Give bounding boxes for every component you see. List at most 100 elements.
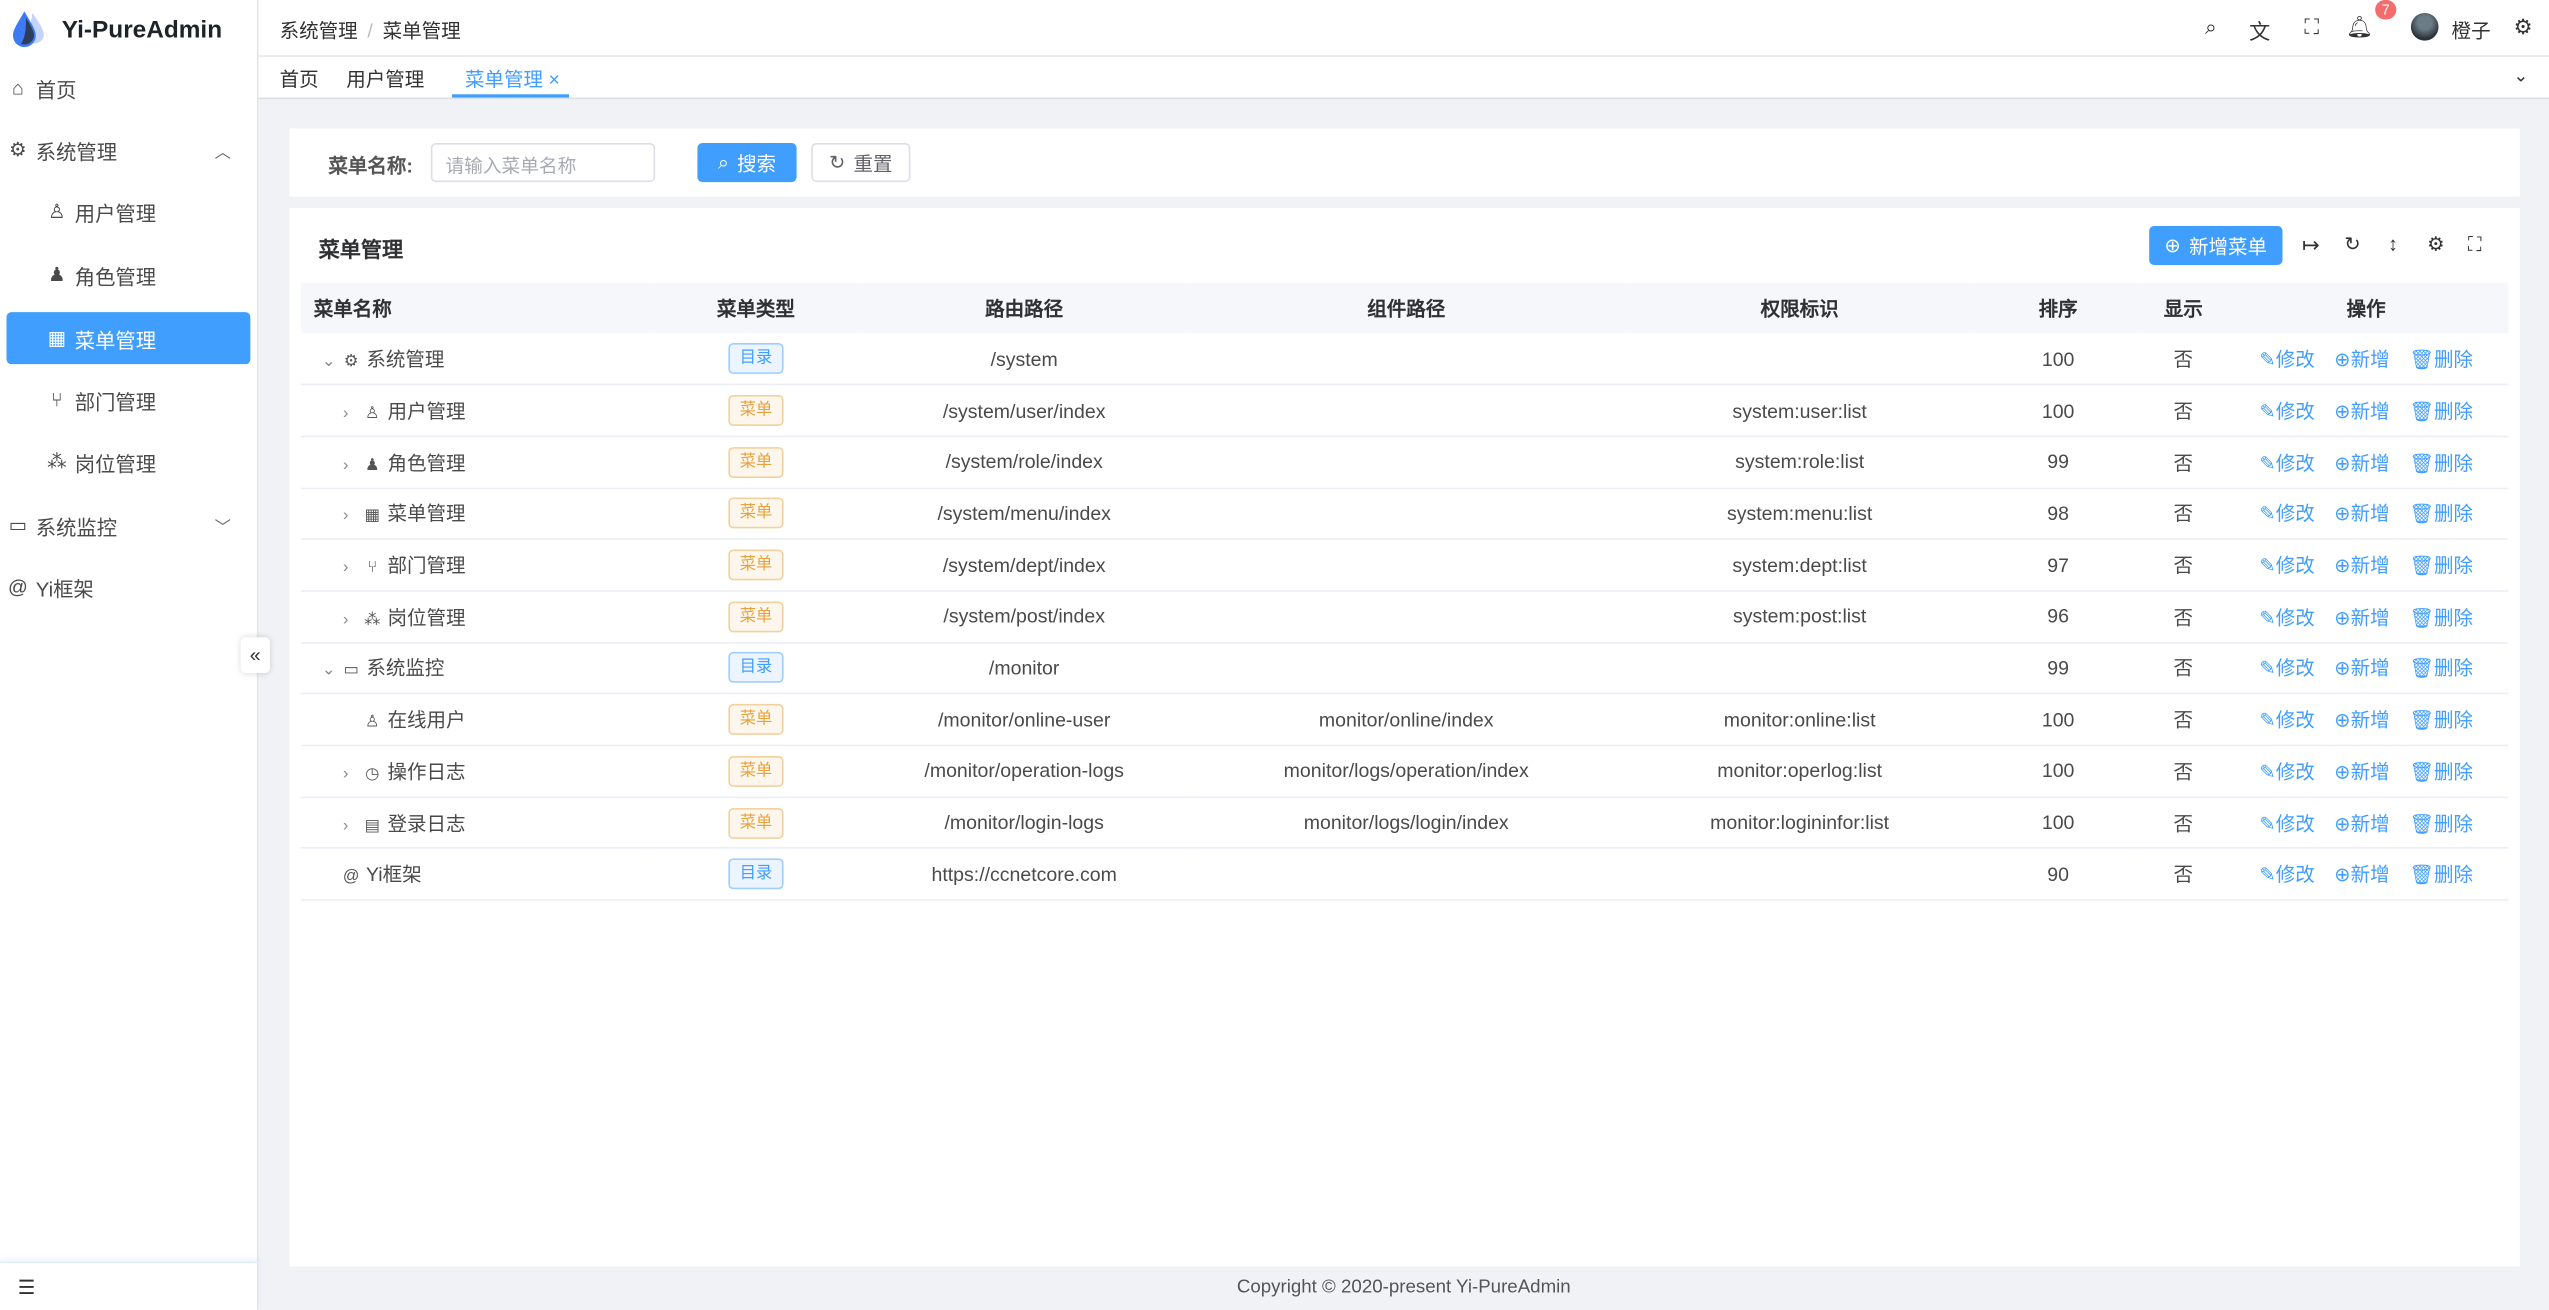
edit-icon: ✎ [2259,760,2276,784]
chevron-right-icon[interactable]: › [343,816,349,835]
menu-name-input[interactable]: 请输入菜单名称 [430,143,656,183]
add-child-button[interactable]: ⊕新增 [2334,709,2389,732]
edit-button[interactable]: ✎修改 [2259,606,2314,629]
column-header: 菜单类型 [650,282,862,334]
chevron-right-icon[interactable]: › [343,456,349,475]
username[interactable]: 橙子 [2451,19,2491,43]
delete-button[interactable]: 🗑︎删除 [2409,864,2473,887]
add-child-button[interactable]: ⊕新增 [2334,451,2389,474]
edit-button[interactable]: ✎修改 [2259,709,2314,732]
edit-label: 修改 [2275,812,2315,835]
edit-icon: ✎ [2259,451,2276,475]
cell-name: › ◷ 操作日志 [300,745,651,798]
cell-component [1186,642,1626,695]
cell-actions: ✎修改 ⊕新增 🗑︎删除 [2223,539,2509,592]
close-icon[interactable]: × [548,68,560,92]
sidebar-item-depts[interactable]: ⑂ 部门管理 [7,374,251,426]
cell-actions: ✎修改 ⊕新增 🗑︎删除 [2223,693,2509,747]
collapse-sidebar-button[interactable]: « [240,637,270,674]
cell-sort: 100 [1973,796,2143,850]
translate-icon[interactable]: 文 [2249,19,2271,44]
tab-label: 菜单管理 [464,68,544,92]
fullscreen-icon[interactable]: ⛶ [2304,14,2320,40]
tab-home[interactable]: 首页 [279,68,319,92]
menu-name: 用户管理 [387,399,466,423]
fullscreen-icon[interactable]: ⛶ [2467,232,2482,256]
chevron-right-icon[interactable]: › [343,404,349,423]
delete-button[interactable]: 🗑︎删除 [2409,555,2473,578]
breadcrumb-item[interactable]: 系统管理 [279,19,358,43]
cell-name: ⌄ ⚙ 系统管理 [300,333,651,386]
edit-button[interactable]: ✎修改 [2259,658,2314,681]
edit-button[interactable]: ✎修改 [2259,451,2314,474]
add-child-button[interactable]: ⊕新增 [2334,503,2389,526]
sidebar-item-roles[interactable]: ♟ 角色管理 [7,249,251,301]
edit-button[interactable]: ✎修改 [2259,348,2314,371]
chevron-down-icon[interactable]: ⌄ [321,662,336,681]
add-child-button[interactable]: ⊕新增 [2334,555,2389,578]
chevron-down-icon[interactable]: ⌄ [321,352,336,371]
edit-button[interactable]: ✎修改 [2259,761,2314,784]
user-icon: ♙ [48,199,66,223]
header: 系统管理 / 菜单管理 [258,0,2549,57]
add-child-button[interactable]: ⊕新增 [2334,761,2389,784]
edit-button[interactable]: ✎修改 [2259,400,2314,423]
cell-show: 否 [2142,487,2224,541]
edit-button[interactable]: ✎修改 [2259,555,2314,578]
search-icon[interactable]: ⌕ [2205,14,2217,40]
chevron-right-icon[interactable]: › [343,559,349,578]
sidebar-item-menus[interactable]: ▦ 菜单管理 [6,312,251,365]
refresh-icon[interactable]: ↻ [2344,232,2361,256]
edit-button[interactable]: ✎修改 [2259,812,2314,835]
tab-users[interactable]: 用户管理 [346,68,425,92]
delete-button[interactable]: 🗑︎删除 [2409,709,2473,732]
delete-button[interactable]: 🗑︎删除 [2409,348,2473,371]
edit-button[interactable]: ✎修改 [2259,503,2314,526]
chevron-right-icon[interactable]: › [343,765,349,784]
add-child-button[interactable]: ⊕新增 [2334,658,2389,681]
chevron-down-icon[interactable]: ⌄ [2513,66,2529,87]
tab-menus[interactable]: 菜单管理 × [465,65,560,93]
sidebar-item-home[interactable]: ⌂ 首页 [7,62,251,114]
delete-button[interactable]: 🗑︎删除 [2409,400,2473,423]
cell-permission: monitor:operlog:list [1625,745,1974,798]
sidebar-item-system[interactable]: ⚙ 系统管理 ︿ [7,124,251,176]
expand-all-icon[interactable]: ↦ [2301,232,2320,257]
reset-button[interactable]: ↻ 重置 [811,143,911,183]
add-child-button[interactable]: ⊕新增 [2334,348,2389,371]
type-tag: 菜单 [728,498,784,530]
delete-button[interactable]: 🗑︎删除 [2409,503,2473,526]
add-child-button[interactable]: ⊕新增 [2334,812,2389,835]
cell-permission: system:role:list [1625,436,1974,489]
delete-button[interactable]: 🗑︎删除 [2409,451,2473,474]
delete-button[interactable]: 🗑︎删除 [2409,812,2473,835]
add-child-button[interactable]: ⊕新增 [2334,864,2389,887]
sidebar-toggle[interactable]: ☰ [0,1261,259,1310]
sidebar-item-users[interactable]: ♙ 用户管理 [7,185,251,237]
cell-type: 菜单 [650,745,862,798]
density-icon[interactable]: ↕ [2388,232,2398,256]
delete-button[interactable]: 🗑︎删除 [2409,761,2473,784]
logo[interactable]: Yi-PureAdmin [13,10,222,49]
sidebar-item-monitor[interactable]: ▭ 系统监控 ﹀ [7,499,251,551]
chevron-right-icon[interactable]: › [343,507,349,526]
bell-icon[interactable]: 🔔︎ [2345,14,2373,40]
sidebar-item-posts[interactable]: ⁂ 岗位管理 [7,436,251,488]
add-child-button[interactable]: ⊕新增 [2334,400,2389,423]
trash-icon: 🗑︎ [2409,812,2434,835]
type-tag: 菜单 [728,601,784,633]
settings-gear-icon[interactable]: ⚙ [2513,14,2533,40]
add-child-button[interactable]: ⊕新增 [2334,606,2389,629]
edit-button[interactable]: ✎修改 [2259,864,2314,887]
column-settings-icon[interactable]: ⚙ [2427,232,2445,256]
delete-button[interactable]: 🗑︎删除 [2409,658,2473,681]
chevron-right-icon[interactable]: › [343,610,349,629]
avatar[interactable] [2410,13,2439,41]
delete-button[interactable]: 🗑︎删除 [2409,606,2473,629]
add-menu-button[interactable]: ⊕ 新增菜单 [2149,225,2283,265]
table-row: ⌄ ▭ 系统监控 目录/monitor 99 否 ✎修改 ⊕新增 🗑︎删除 [300,642,2509,695]
sidebar-item-label: 岗位管理 [74,452,157,476]
table-row: › ⑂ 部门管理 菜单/system/dept/index system:dept:l… [300,539,2509,592]
search-button[interactable]: ⌕ 搜索 [697,143,797,183]
sidebar-item-yi[interactable]: @ Yi框架 [7,561,251,613]
